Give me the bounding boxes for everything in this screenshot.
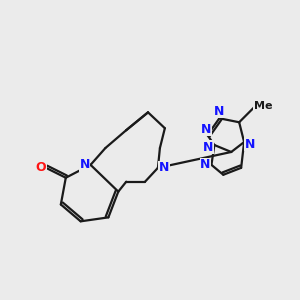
Text: O: O [36,161,46,174]
Text: N: N [200,158,211,171]
Text: N: N [203,140,214,154]
Text: N: N [245,138,255,151]
Text: N: N [201,123,212,136]
Text: Me: Me [254,101,272,111]
Text: N: N [80,158,90,171]
Text: N: N [214,105,224,118]
Text: N: N [159,161,169,174]
